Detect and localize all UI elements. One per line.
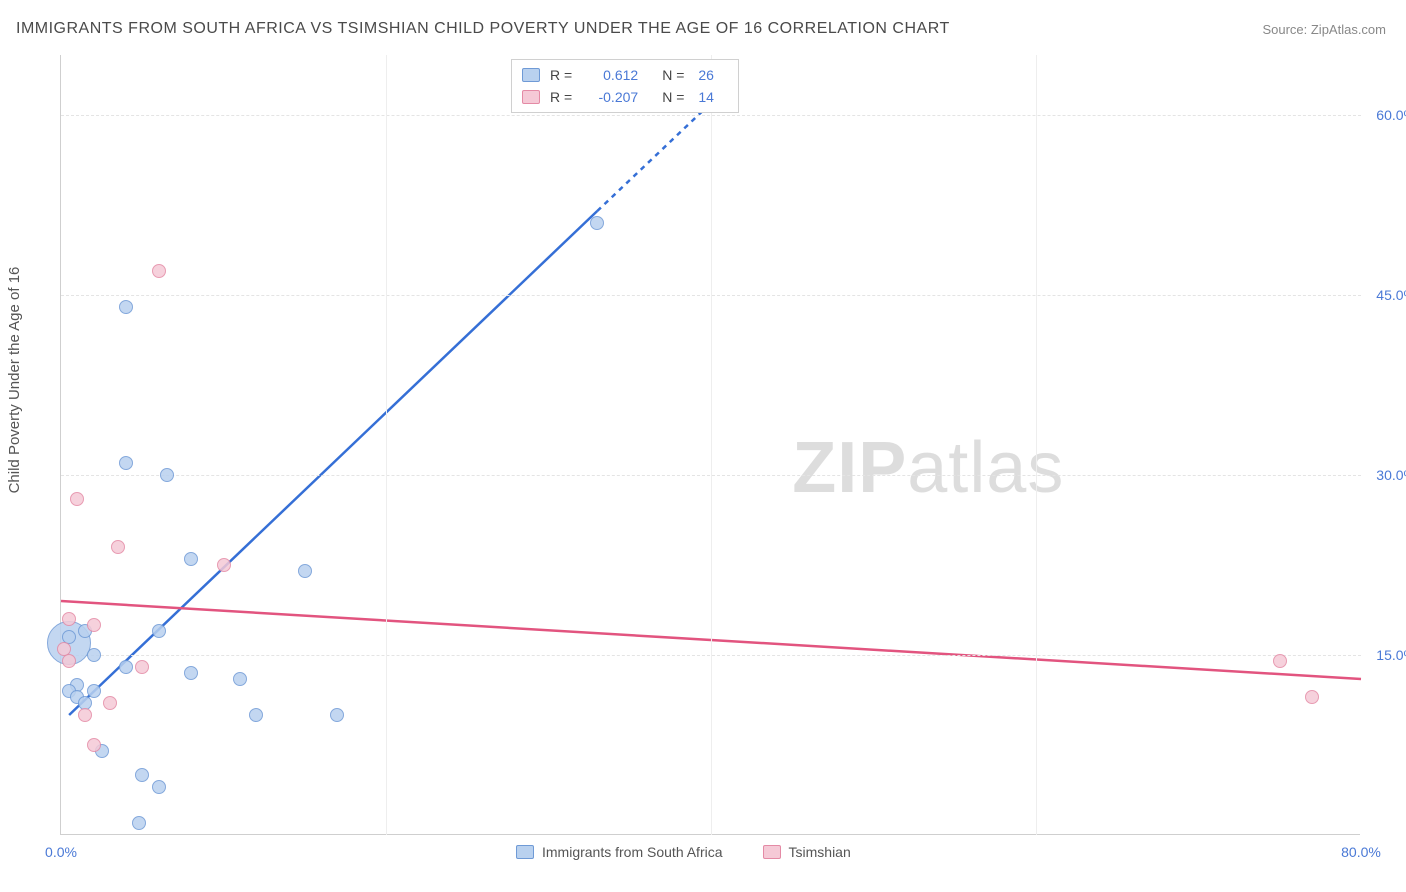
scatter-point-a [119,660,133,674]
source-prefix: Source: [1262,22,1310,37]
scatter-point-b [135,660,149,674]
n-label: N = [662,64,684,86]
trend-line [597,103,711,211]
x-tick-label: 0.0% [45,844,77,860]
y-tick-label: 30.0% [1364,467,1406,483]
correlation-legend: R = 0.612 N = 26 R = -0.207 N = 14 [511,59,739,113]
grid-v [386,55,387,835]
watermark-rest: atlas [907,428,1064,508]
scatter-point-a [330,708,344,722]
series-legend: Immigrants from South Africa Tsimshian [516,844,851,860]
scatter-point-b [103,696,117,710]
scatter-point-b [1273,654,1287,668]
y-tick-label: 45.0% [1364,287,1406,303]
source-label: Source: ZipAtlas.com [1262,22,1386,37]
scatter-point-b [78,708,92,722]
x-tick-label: 80.0% [1341,844,1381,860]
scatter-point-a [152,780,166,794]
grid-v [711,55,712,835]
scatter-point-a [590,216,604,230]
y-tick-label: 60.0% [1364,107,1406,123]
n-value: 14 [698,86,728,108]
scatter-point-a [249,708,263,722]
y-tick-label: 15.0% [1364,647,1406,663]
watermark-bold: ZIP [792,428,907,508]
legend-row-a: R = 0.612 N = 26 [522,64,728,86]
chart-title: IMMIGRANTS FROM SOUTH AFRICA VS TSIMSHIA… [16,20,950,38]
scatter-point-b [87,738,101,752]
scatter-point-b [217,558,231,572]
scatter-point-a [119,300,133,314]
source-link[interactable]: ZipAtlas.com [1311,22,1386,37]
legend-swatch [516,845,534,859]
scatter-point-b [62,654,76,668]
scatter-point-a [184,552,198,566]
legend-swatch [522,68,540,82]
r-value: -0.207 [582,86,638,108]
scatter-point-a [119,456,133,470]
grid-v [1036,55,1037,835]
scatter-point-b [87,618,101,632]
legend-swatch [522,90,540,104]
r-value: 0.612 [582,64,638,86]
y-axis-label: Child Poverty Under the Age of 16 [6,267,23,494]
watermark: ZIPatlas [792,427,1064,509]
r-label: R = [550,86,572,108]
series-legend-item: Tsimshian [763,844,851,860]
series-label: Tsimshian [789,844,851,860]
plot-area: ZIPatlas 15.0%30.0%45.0%60.0%0.0%80.0%R … [60,55,1360,865]
n-value: 26 [698,64,728,86]
scatter-point-a [87,648,101,662]
plot-inner: ZIPatlas 15.0%30.0%45.0%60.0%0.0%80.0%R … [60,55,1360,835]
legend-row-b: R = -0.207 N = 14 [522,86,728,108]
scatter-point-b [152,264,166,278]
legend-swatch [763,845,781,859]
scatter-point-b [70,492,84,506]
scatter-point-b [62,612,76,626]
scatter-point-a [160,468,174,482]
scatter-point-a [233,672,247,686]
series-legend-item: Immigrants from South Africa [516,844,723,860]
scatter-point-b [111,540,125,554]
scatter-point-a [152,624,166,638]
scatter-point-a [135,768,149,782]
r-label: R = [550,64,572,86]
scatter-point-a [132,816,146,830]
series-label: Immigrants from South Africa [542,844,723,860]
scatter-point-b [1305,690,1319,704]
n-label: N = [662,86,684,108]
trend-line [69,211,597,715]
scatter-point-a [298,564,312,578]
scatter-point-a [184,666,198,680]
